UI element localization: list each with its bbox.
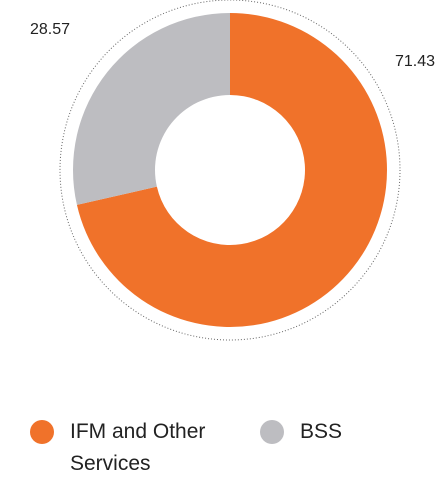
value-label: 71.43 bbox=[395, 53, 435, 70]
value-label: 28.57 bbox=[30, 21, 70, 38]
outline bbox=[59, 0, 401, 341]
legend-label: BSS bbox=[300, 420, 343, 443]
legend-item: IFM and Other Services bbox=[30, 416, 260, 480]
slice bbox=[76, 13, 388, 328]
legend: IFM and Other Services BSS bbox=[30, 416, 446, 480]
slice bbox=[72, 13, 230, 205]
legend-item: BSS bbox=[260, 416, 446, 480]
legend-swatch bbox=[260, 420, 284, 444]
legend-label: IFM and Other Services bbox=[70, 420, 206, 475]
legend-swatch bbox=[30, 420, 54, 444]
